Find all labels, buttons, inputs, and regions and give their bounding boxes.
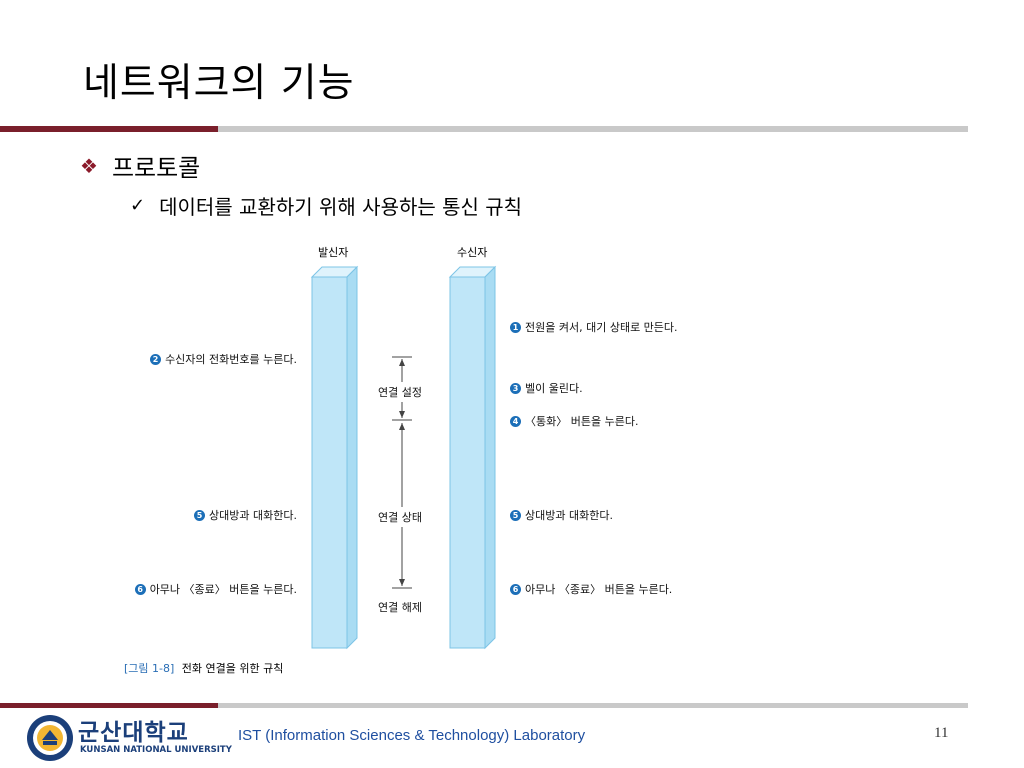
- phase-setup: 연결 설정: [378, 382, 422, 402]
- step-text: 〈통화〉 버튼을 누른다.: [525, 415, 639, 428]
- step-number-badge: 6: [510, 583, 521, 595]
- figure-caption: [그림 1-8] 전화 연결을 위한 규칙: [124, 660, 283, 676]
- figure-number: [그림 1-8]: [124, 662, 175, 675]
- step-text: 전원을 켜서, 대기 상태로 만든다.: [525, 321, 678, 334]
- step-number-badge: 5: [510, 509, 521, 521]
- footer-rule: [218, 703, 968, 708]
- lab-name: IST (Information Sciences & Technology) …: [238, 727, 586, 744]
- checkmark-icon: ✓: [130, 195, 146, 216]
- footer-rule-accent: [0, 703, 218, 708]
- bullet-level1: ❖ 프로토콜: [80, 148, 200, 183]
- bullet-level2: ✓ 데이터를 교환하기 위해 사용하는 통신 규칙: [130, 191, 522, 220]
- phase-arrowheads: [399, 359, 405, 586]
- caller-label: 발신자: [318, 246, 349, 259]
- caller-pillar: [310, 265, 359, 650]
- right-step: 3 벨이 울린다.: [510, 380, 583, 396]
- right-step: 4 〈통화〉 버튼을 누른다.: [510, 413, 638, 429]
- callee-label: 수신자: [457, 246, 488, 259]
- left-step: 2 수신자의 전화번호를 누른다.: [150, 351, 297, 367]
- right-step: 5 상대방과 대화한다.: [510, 507, 613, 523]
- bullet-level2-text: 데이터를 교환하기 위해 사용하는 통신 규칙: [159, 195, 523, 219]
- step-text: 아무나 〈종료〉 버튼을 누른다.: [525, 583, 673, 596]
- university-name-korean: 군산대학교: [78, 720, 189, 746]
- diamond-bullet-icon: ❖: [80, 153, 98, 178]
- right-step: 6 아무나 〈종료〉 버튼을 누른다.: [510, 581, 672, 597]
- callee-pillar: [448, 265, 497, 650]
- step-number-badge: 4: [510, 415, 521, 427]
- phase-release: 연결 해제: [378, 597, 422, 617]
- university-seal-logo: [27, 715, 73, 761]
- slide-title: 네트워크의 기능: [83, 61, 355, 106]
- step-text: 상대방과 대화한다.: [525, 509, 613, 522]
- left-step: 5 상대방과 대화한다.: [194, 507, 297, 523]
- figure-caption-text: 전화 연결을 위한 규칙: [181, 662, 284, 675]
- step-text: 수신자의 전화번호를 누른다.: [165, 353, 297, 366]
- title-rule: [218, 126, 968, 132]
- step-number-badge: 5: [194, 509, 206, 521]
- step-text: 아무나 〈종료〉 버튼을 누른다.: [149, 583, 297, 596]
- pillars-diagram: [310, 265, 497, 650]
- step-number-badge: 3: [510, 382, 521, 394]
- left-step: 6 아무나 〈종료〉 버튼을 누른다.: [134, 581, 297, 597]
- step-text: 상대방과 대화한다.: [209, 509, 297, 522]
- step-number-badge: 2: [150, 353, 162, 365]
- bullet-level1-text: 프로토콜: [111, 154, 201, 182]
- title-rule-accent: [0, 126, 218, 132]
- page-number: 11: [934, 725, 949, 741]
- step-text: 벨이 울린다.: [525, 382, 583, 395]
- step-number-badge: 6: [134, 583, 146, 595]
- phase-state: 연결 상태: [378, 507, 422, 527]
- step-number-badge: 1: [510, 321, 521, 333]
- right-step: 1 전원을 켜서, 대기 상태로 만든다.: [510, 319, 678, 335]
- university-name-english: KUNSAN NATIONAL UNIVERSITY: [80, 745, 232, 755]
